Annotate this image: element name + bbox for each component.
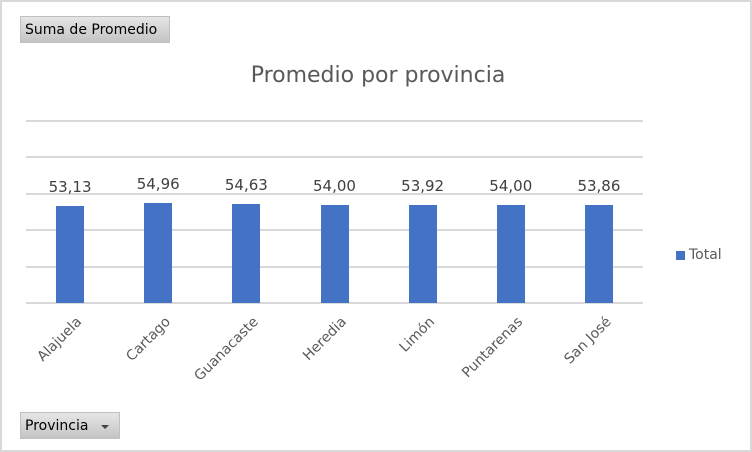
category-label: Guanacaste: [191, 314, 262, 385]
data-label[interactable]: 54,00: [489, 176, 533, 195]
axis-field-label: Provincia: [25, 418, 89, 434]
category-label: Limón: [396, 314, 438, 356]
bar[interactable]: [408, 204, 437, 303]
values-field-button[interactable]: Suma de Promedio: [20, 16, 170, 43]
gridline: [26, 120, 643, 122]
gridline: [26, 156, 643, 159]
category-label: Cartago: [122, 314, 174, 365]
bar[interactable]: [232, 203, 261, 303]
bar[interactable]: [56, 206, 85, 303]
legend-swatch-icon: [676, 250, 685, 260]
data-label[interactable]: 54,63: [224, 175, 268, 194]
bar[interactable]: [144, 202, 173, 303]
category-label: Heredia: [299, 314, 350, 364]
legend-label-total: Total: [689, 247, 722, 263]
data-label[interactable]: 53,86: [577, 176, 621, 195]
chart-title[interactable]: Promedio por provincia: [250, 63, 506, 88]
data-label[interactable]: 53,92: [401, 176, 445, 195]
category-label: San José: [560, 314, 615, 368]
category-label: Puntarenas: [459, 314, 527, 382]
dropdown-arrow-icon: [101, 425, 109, 429]
bar[interactable]: [320, 204, 349, 303]
gridline: [26, 302, 643, 304]
bar[interactable]: [584, 204, 613, 303]
values-field-label: Suma de Promedio: [25, 22, 158, 38]
data-label[interactable]: 53,13: [48, 178, 92, 197]
plot-area[interactable]: 53,13 54,96 54,63 54,00 53,92 54,00 53,86: [26, 120, 643, 304]
data-label[interactable]: 54,96: [136, 174, 180, 193]
category-label: Alajuela: [34, 314, 86, 365]
gridline: [26, 192, 643, 195]
data-label[interactable]: 54,00: [313, 176, 356, 195]
axis-field-button[interactable]: Provincia: [20, 412, 120, 439]
legend[interactable]: Total: [676, 247, 722, 263]
bar[interactable]: [496, 204, 525, 303]
